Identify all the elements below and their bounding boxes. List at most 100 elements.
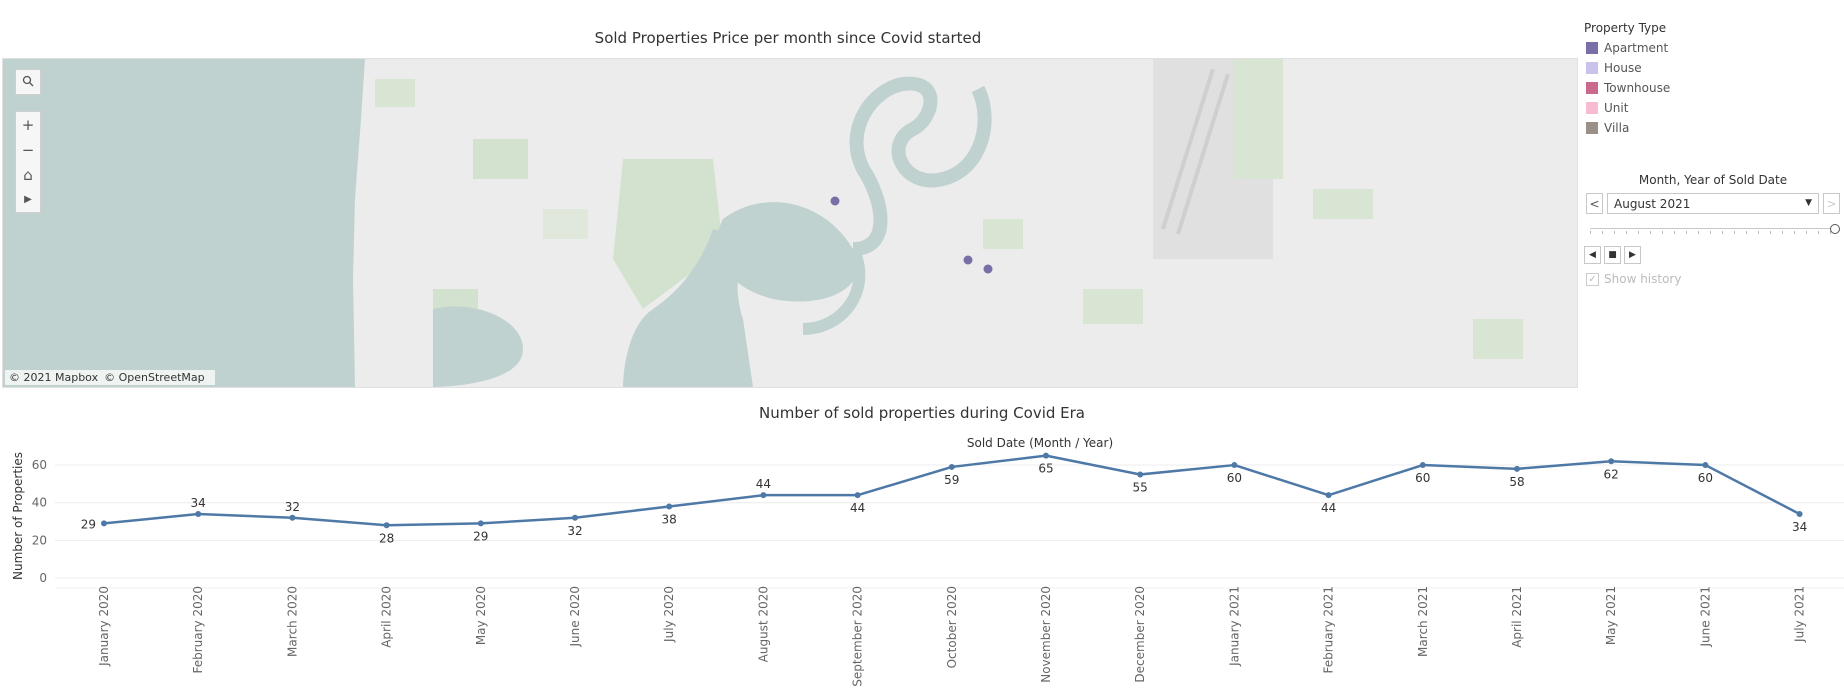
- selected-month: August 2021: [1614, 196, 1691, 211]
- play-backward-icon: ◀: [1589, 250, 1596, 260]
- data-label: 60: [1227, 471, 1242, 485]
- x-tick-label: July 2020: [662, 586, 676, 643]
- x-tick-label: June 2021: [1698, 586, 1712, 648]
- play-forward-icon: ▶: [1629, 250, 1636, 260]
- data-point[interactable]: [195, 511, 202, 517]
- map-title: Sold Properties Price per month since Co…: [594, 29, 982, 47]
- x-tick-label: April 2021: [1510, 586, 1524, 648]
- data-point[interactable]: [1608, 458, 1615, 465]
- stop-icon: ■: [1608, 250, 1617, 260]
- chevron-right-icon: >: [1826, 196, 1837, 211]
- data-point[interactable]: [477, 520, 484, 527]
- legend-swatch: [1586, 82, 1598, 94]
- chevron-down-icon: ▼: [1805, 198, 1812, 208]
- reset-view-button[interactable]: ⌂: [16, 162, 40, 187]
- data-point[interactable]: [1325, 492, 1332, 499]
- previous-month-button[interactable]: <: [1586, 193, 1603, 214]
- legend-item-house[interactable]: House: [1586, 61, 1642, 75]
- y-tick-label: 40: [32, 496, 47, 510]
- legend-item-apartment[interactable]: Apartment: [1586, 41, 1668, 55]
- legend-swatch: [1586, 62, 1598, 74]
- map-point[interactable]: [963, 255, 973, 265]
- data-label: 38: [662, 512, 677, 526]
- x-tick-label: September 2020: [851, 586, 865, 687]
- legend-item-unit[interactable]: Unit: [1586, 101, 1628, 115]
- x-tick-label: February 2021: [1322, 586, 1336, 674]
- legend-swatch: [1586, 42, 1598, 54]
- zoom-in-button[interactable]: +: [16, 112, 40, 137]
- show-history-checkbox[interactable]: ✓: [1586, 272, 1599, 286]
- data-point[interactable]: [1231, 462, 1238, 469]
- x-tick-label: February 2020: [191, 586, 205, 674]
- x-tick-label: July 2021: [1793, 586, 1807, 643]
- data-point[interactable]: [666, 503, 673, 510]
- legend-label: Townhouse: [1604, 81, 1671, 95]
- data-point[interactable]: [572, 514, 578, 521]
- x-tick-label: March 2020: [285, 586, 299, 657]
- month-slider-track[interactable]: [1590, 228, 1834, 229]
- data-point[interactable]: [1514, 465, 1520, 472]
- month-slider-ticks: [1590, 231, 1834, 234]
- x-tick-label: August 2020: [756, 586, 770, 662]
- x-tick-label: May 2021: [1604, 586, 1618, 645]
- data-point[interactable]: [101, 520, 107, 527]
- legend-item-villa[interactable]: Villa: [1586, 121, 1629, 135]
- data-label: 62: [1604, 467, 1619, 481]
- legend-label: Villa: [1604, 121, 1630, 135]
- legend-swatch: [1586, 122, 1598, 134]
- map-view[interactable]: + − ⌂ ▶ © 2021 Mapbox © OpenStreetMap: [2, 58, 1578, 388]
- x-tick-label: November 2020: [1039, 586, 1053, 683]
- zoom-out-button[interactable]: −: [16, 137, 40, 162]
- map-search-button[interactable]: [15, 69, 41, 95]
- x-tick-label: October 2020: [945, 586, 959, 668]
- month-slider-thumb[interactable]: [1830, 224, 1840, 234]
- minus-icon: −: [21, 140, 35, 159]
- plus-icon: +: [21, 115, 35, 134]
- data-point[interactable]: [1043, 452, 1049, 459]
- x-tick-label: January 2021: [1227, 586, 1241, 667]
- show-history-label: Show history: [1604, 272, 1682, 286]
- map-attribution: © 2021 Mapbox © OpenStreetMap: [5, 370, 215, 385]
- pan-tool-button[interactable]: ▶: [16, 187, 40, 212]
- data-point[interactable]: [1796, 511, 1803, 517]
- chart-title: Number of sold properties during Covid E…: [759, 404, 1085, 422]
- legend-label: Unit: [1604, 101, 1629, 115]
- data-label: 28: [379, 531, 394, 545]
- data-point[interactable]: [289, 514, 296, 521]
- data-point[interactable]: [1702, 462, 1709, 469]
- osm-attribution-link[interactable]: © OpenStreetMap: [104, 371, 205, 384]
- y-tick-label: 20: [32, 533, 47, 547]
- data-point[interactable]: [854, 492, 861, 499]
- data-point[interactable]: [1419, 462, 1426, 469]
- search-icon: [22, 73, 34, 91]
- data-point[interactable]: [1137, 471, 1144, 478]
- next-month-button[interactable]: >: [1823, 193, 1840, 214]
- map-point[interactable]: [830, 196, 840, 206]
- mapbox-attribution-link[interactable]: © 2021 Mapbox: [9, 371, 99, 384]
- legend-swatch: [1586, 102, 1598, 114]
- play-backward-button[interactable]: ◀: [1584, 246, 1601, 264]
- legend-label: Apartment: [1604, 41, 1669, 55]
- play-forward-button[interactable]: ▶: [1624, 246, 1641, 264]
- show-history-toggle[interactable]: ✓ Show history: [1586, 272, 1681, 286]
- chevron-left-icon: <: [1589, 196, 1600, 211]
- data-label: 44: [1321, 501, 1336, 515]
- data-point[interactable]: [383, 522, 390, 529]
- data-point[interactable]: [948, 463, 955, 470]
- data-label: 29: [81, 517, 96, 531]
- y-axis-title: Number of Properties: [11, 452, 25, 580]
- map-point[interactable]: [983, 264, 993, 274]
- x-tick-label: June 2020: [568, 586, 582, 648]
- x-tick-label: January 2020: [97, 586, 111, 667]
- data-label: 34: [191, 496, 206, 510]
- x-tick-label: May 2020: [474, 586, 488, 645]
- month-year-select[interactable]: August 2021 ▼: [1607, 193, 1819, 214]
- data-label: 65: [1038, 462, 1053, 476]
- data-point[interactable]: [760, 492, 767, 499]
- legend-title: Property Type: [1584, 21, 1667, 35]
- x-tick-label: December 2020: [1133, 586, 1147, 683]
- map-background: [3, 59, 1577, 387]
- stop-button[interactable]: ■: [1604, 246, 1621, 264]
- legend-item-townhouse[interactable]: Townhouse: [1586, 81, 1670, 95]
- data-label: 60: [1415, 471, 1430, 485]
